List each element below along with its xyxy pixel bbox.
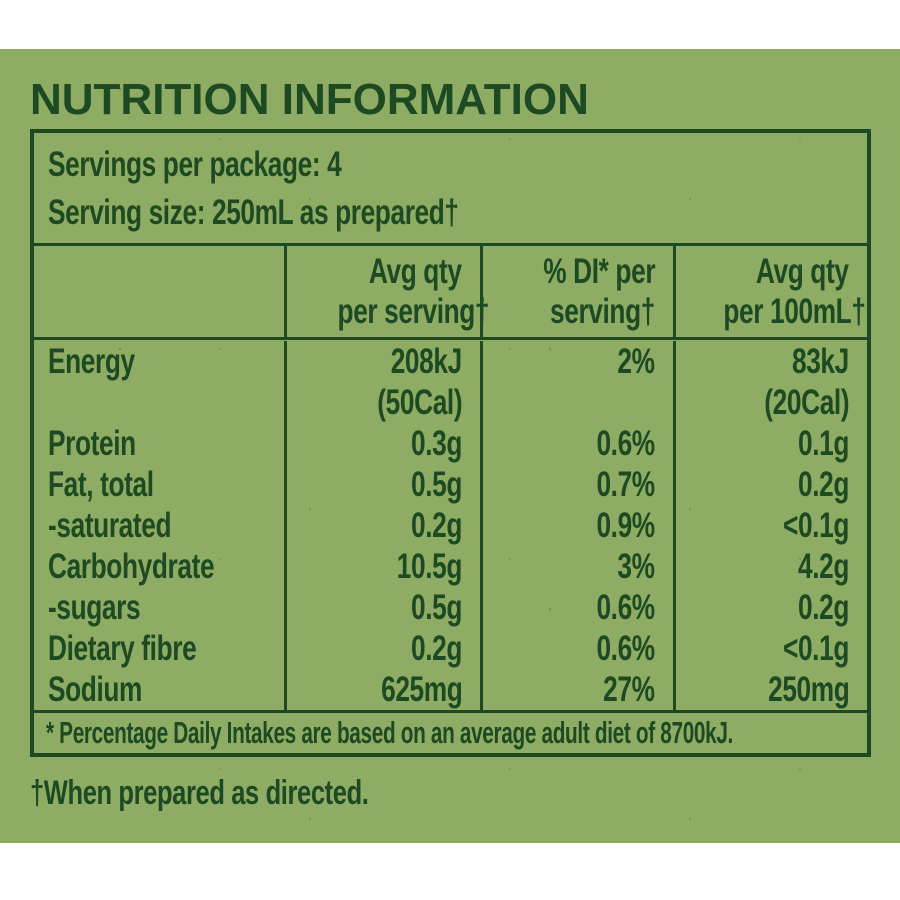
di-cell: 0.9%: [480, 505, 673, 546]
daily-intake-footnote-text: * Percentage Daily Intakes are based on …: [46, 715, 733, 750]
di-cell-value: 3%: [617, 547, 656, 586]
col-header-per-100ml: Avg qty per 100mL†: [673, 246, 867, 337]
panel-title-text: NUTRITION INFORMATION: [30, 75, 589, 124]
per-100ml-cell: 4.2g: [673, 546, 867, 587]
per-serving-cell-value: 0.2g: [410, 506, 462, 545]
nutrient-rows: Energy 208kJ (50Cal) 2% 83kJ (20Cal) Protein 0.…: [34, 340, 867, 710]
nutrient-name-cell: Energy: [34, 341, 284, 423]
di-cell: 27%: [480, 669, 673, 710]
di-cell: 0.6%: [480, 587, 673, 628]
per-100ml-cell-subvalue: (20Cal): [764, 383, 849, 422]
per-100ml-cell: 83kJ (20Cal): [673, 341, 867, 423]
di-cell-value: 0.6%: [596, 588, 656, 627]
col-header-per-serving: Avg qty per serving†: [284, 246, 490, 337]
daily-intake-footnote: * Percentage Daily Intakes are based on …: [34, 710, 867, 753]
di-cell: 0.6%: [480, 423, 673, 464]
nutrition-table: Servings per package: 4 Serving size: 25…: [30, 129, 871, 757]
per-serving-cell: 0.5g: [284, 587, 480, 628]
per-100ml-cell-value: 4.2g: [797, 547, 849, 586]
panel-title: NUTRITION INFORMATION: [30, 77, 900, 123]
per-serving-cell: 0.5g: [284, 464, 480, 505]
per-100ml-cell-value: <0.1g: [783, 629, 849, 668]
per-100ml-cell: <0.1g: [673, 505, 867, 546]
per-serving-cell-value: 0.3g: [410, 424, 462, 463]
di-cell-value: 0.6%: [596, 424, 656, 463]
col-header-di: % DI* per serving†: [480, 246, 673, 337]
nutrient-name-cell: Protein: [34, 423, 284, 464]
per-serving-cell: 0.2g: [284, 628, 480, 669]
per-100ml-cell: 0.2g: [673, 464, 867, 505]
col-header-di-line1: % DI* per: [543, 252, 655, 291]
per-100ml-cell-value: <0.1g: [783, 506, 849, 545]
per-100ml-cell: 0.2g: [673, 587, 867, 628]
di-cell: 0.6%: [480, 628, 673, 669]
di-cell-value: 0.7%: [596, 465, 656, 504]
per-serving-cell-value: 0.5g: [410, 465, 462, 504]
nutrient-row: Protein 0.3g 0.6% 0.1g: [34, 423, 867, 464]
per-serving-cell-value: 625mg: [380, 670, 463, 709]
per-serving-cell: 0.2g: [284, 505, 480, 546]
per-serving-cell: 10.5g: [284, 546, 480, 587]
serving-size: Serving size: 250mL as prepared†: [48, 189, 867, 237]
col-header-nutrient: [34, 246, 284, 337]
serving-info-section: Servings per package: 4 Serving size: 25…: [34, 133, 867, 246]
nutrition-panel: NUTRITION INFORMATION Servings per packa…: [0, 49, 900, 843]
nutrient-row: Carbohydrate 10.5g 3% 4.2g: [34, 546, 867, 587]
nutrient-name-cell-value: Fat, total: [48, 465, 154, 504]
per-100ml-cell-value: 0.1g: [797, 424, 849, 463]
nutrient-name-cell: -sugars: [34, 587, 284, 628]
per-100ml-cell-value: 0.2g: [797, 465, 849, 504]
nutrient-name-cell-value: Protein: [48, 424, 136, 463]
column-header-row: Avg qty per serving† % DI* per serving† …: [34, 246, 867, 340]
col-header-di-line2: serving†: [550, 292, 655, 331]
nutrient-name-cell-value: Sodium: [48, 670, 142, 709]
servings-per-package-text: Servings per package: 4: [48, 145, 342, 184]
per-100ml-cell: 0.1g: [673, 423, 867, 464]
di-cell-value: 27%: [603, 670, 656, 709]
nutrient-name-cell-value: Energy: [48, 342, 135, 381]
di-cell-value: 2%: [617, 342, 656, 381]
prepared-footnote: †When prepared as directed.: [30, 773, 900, 813]
nutrient-row: Dietary fibre 0.2g 0.6% <0.1g: [34, 628, 867, 669]
di-cell-value: 0.6%: [596, 629, 656, 668]
di-cell: 3%: [480, 546, 673, 587]
col-header-per-100ml-line1: Avg qty: [756, 252, 849, 291]
per-100ml-cell-value: 250mg: [767, 670, 850, 709]
di-cell: 0.7%: [480, 464, 673, 505]
nutrient-name-cell-value: -sugars: [48, 588, 141, 627]
per-100ml-cell: <0.1g: [673, 628, 867, 669]
per-serving-cell-value: 208kJ: [390, 342, 462, 381]
servings-per-package: Servings per package: 4: [48, 141, 867, 189]
per-serving-cell-value: 0.5g: [410, 588, 462, 627]
nutrient-row: Energy 208kJ (50Cal) 2% 83kJ (20Cal): [34, 341, 867, 423]
di-cell: 2%: [480, 341, 673, 423]
per-100ml-cell-value: 83kJ: [792, 342, 849, 381]
nutrient-row: -sugars 0.5g 0.6% 0.2g: [34, 587, 867, 628]
col-header-per-serving-line1: Avg qty: [369, 252, 462, 291]
nutrient-row: Fat, total 0.5g 0.7% 0.2g: [34, 464, 867, 505]
per-serving-cell-subvalue: (50Cal): [377, 383, 462, 422]
nutrient-name-cell: Dietary fibre: [34, 628, 284, 669]
nutrient-name-cell: Sodium: [34, 669, 284, 710]
di-cell-value: 0.9%: [596, 506, 656, 545]
serving-size-text: Serving size: 250mL as prepared†: [48, 193, 459, 232]
per-serving-cell: 625mg: [284, 669, 480, 710]
per-serving-cell: 0.3g: [284, 423, 480, 464]
nutrient-name-cell: Carbohydrate: [34, 546, 284, 587]
nutrient-name-cell: Fat, total: [34, 464, 284, 505]
nutrient-name-cell: -saturated: [34, 505, 284, 546]
col-header-per-100ml-line2: per 100mL†: [723, 292, 866, 331]
prepared-footnote-text: †When prepared as directed.: [30, 774, 369, 812]
nutrient-name-cell-value: Dietary fibre: [48, 629, 197, 668]
per-serving-cell-value: 10.5g: [396, 547, 463, 586]
nutrient-name-cell-value: Carbohydrate: [48, 547, 215, 586]
per-100ml-cell-value: 0.2g: [797, 588, 849, 627]
per-100ml-cell: 250mg: [673, 669, 867, 710]
per-serving-cell-value: 0.2g: [410, 629, 462, 668]
nutrient-name-cell-value: -saturated: [48, 506, 172, 545]
nutrient-row: -saturated 0.2g 0.9% <0.1g: [34, 505, 867, 546]
col-header-per-serving-line2: per serving†: [337, 292, 490, 331]
nutrient-row: Sodium 625mg 27% 250mg: [34, 669, 867, 710]
per-serving-cell: 208kJ (50Cal): [284, 341, 480, 423]
